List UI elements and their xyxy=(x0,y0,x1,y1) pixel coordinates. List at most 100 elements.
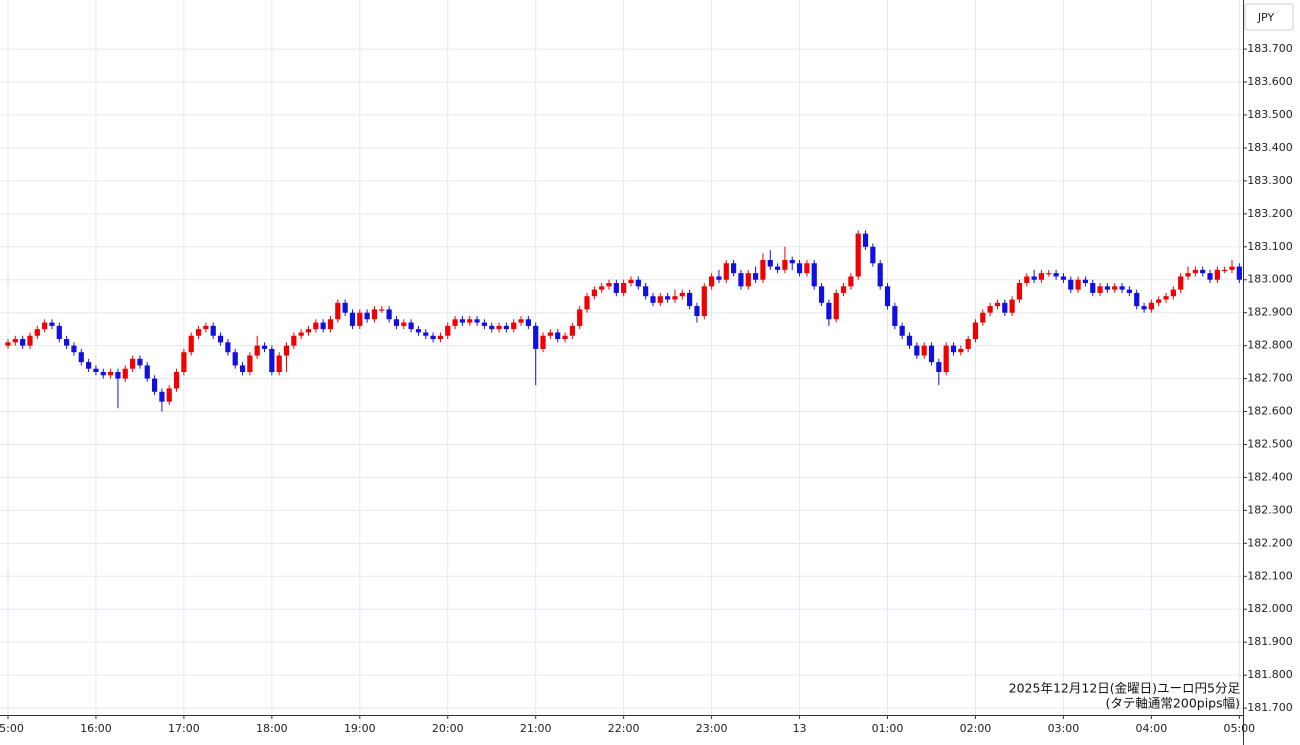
candle-body xyxy=(643,286,649,297)
candle-body xyxy=(313,322,319,330)
candle-body xyxy=(679,292,685,297)
annotation: (タテ軸通常200pips幅) xyxy=(1106,696,1240,711)
candle-body xyxy=(20,339,26,346)
candle-body xyxy=(445,325,451,336)
candle-body xyxy=(562,335,568,340)
candle-body xyxy=(833,292,839,320)
candle-body xyxy=(283,345,290,356)
candle-body xyxy=(892,306,898,326)
x-tick-label: 20:00 xyxy=(432,722,464,735)
candle-body xyxy=(496,325,502,330)
y-tick-label: 183.700 xyxy=(1247,42,1293,55)
candle-body xyxy=(650,296,656,303)
candle-body xyxy=(709,276,715,287)
candle-body xyxy=(364,312,370,320)
candle-body xyxy=(921,345,927,356)
candle-body xyxy=(540,335,546,349)
y-tick-label: 182.100 xyxy=(1247,569,1293,582)
candle-body xyxy=(173,371,180,389)
y-tick-label: 183.400 xyxy=(1247,141,1293,154)
candle-body xyxy=(1002,302,1008,313)
candle-body xyxy=(1024,276,1030,284)
candle-body xyxy=(1016,283,1023,300)
candle-body xyxy=(210,325,216,336)
candle-body xyxy=(1009,299,1015,313)
candle-body xyxy=(994,302,1001,307)
candle-body xyxy=(276,355,282,372)
candle-body xyxy=(731,263,737,274)
y-tick-label: 183.100 xyxy=(1247,240,1293,253)
x-tick-label: 04:00 xyxy=(1136,722,1168,735)
candle-body xyxy=(489,325,495,330)
candle-body xyxy=(584,296,590,310)
y-axis-unit: JPY xyxy=(1257,11,1275,24)
candle-body xyxy=(1156,299,1162,303)
candle-body xyxy=(789,259,795,264)
candle-body xyxy=(371,309,378,320)
candle-body xyxy=(862,233,869,247)
candle-body xyxy=(1112,286,1118,290)
unit-box xyxy=(1244,3,1294,31)
y-tick-label: 182.700 xyxy=(1247,372,1293,385)
candle-body xyxy=(848,276,854,287)
candle-body xyxy=(774,266,781,270)
x-tick-label: 23:00 xyxy=(696,722,728,735)
candle-body xyxy=(481,322,488,326)
x-tick-label: 13 xyxy=(793,722,807,735)
y-tick-label: 182.400 xyxy=(1247,470,1293,483)
candle-body xyxy=(950,345,957,353)
candle-body xyxy=(533,325,539,349)
candle-body xyxy=(1082,279,1089,284)
candle-body xyxy=(437,335,444,340)
candle-body xyxy=(232,352,238,366)
candle-body xyxy=(195,329,202,336)
candle-body xyxy=(723,263,729,280)
candle-body xyxy=(459,319,466,323)
candle-body xyxy=(1134,292,1140,307)
candle-body xyxy=(840,286,847,293)
candle-body xyxy=(1119,286,1125,290)
candle-body xyxy=(5,342,11,346)
x-tick-label: 15:00 xyxy=(0,722,24,735)
candle-body xyxy=(86,362,92,369)
candle-body xyxy=(1200,269,1206,274)
candle-body xyxy=(151,378,158,392)
candle-body xyxy=(166,388,172,402)
candle-body xyxy=(452,319,458,326)
candle-body xyxy=(796,263,803,274)
x-tick-label: 18:00 xyxy=(256,722,288,735)
candle-body xyxy=(415,329,422,333)
candle-body xyxy=(818,286,825,303)
candle-body xyxy=(269,348,275,372)
candle-body xyxy=(877,263,883,287)
candle-body xyxy=(1192,269,1198,274)
candle-body xyxy=(56,325,62,340)
candle-body xyxy=(27,335,33,346)
candle-body xyxy=(657,296,663,303)
candle-body xyxy=(884,286,891,307)
y-tick-label: 182.500 xyxy=(1247,437,1293,450)
candle-body xyxy=(217,335,224,343)
candle-body xyxy=(1222,269,1228,272)
candle-body xyxy=(137,358,143,366)
candle-body xyxy=(958,348,964,353)
candle-body xyxy=(701,286,707,316)
candle-body xyxy=(870,246,876,264)
candle-body xyxy=(357,312,363,326)
candle-body xyxy=(1031,276,1037,280)
x-tick-label: 16:00 xyxy=(80,722,112,735)
candle-body xyxy=(239,365,246,372)
candle-body xyxy=(1068,279,1074,290)
candle-body xyxy=(511,322,517,330)
candle-body xyxy=(122,368,128,379)
y-tick-label: 183.500 xyxy=(1247,108,1293,121)
x-tick-label: 19:00 xyxy=(344,722,376,735)
x-tick-label: 02:00 xyxy=(960,722,992,735)
y-tick-label: 182.600 xyxy=(1247,405,1293,418)
candle-body xyxy=(518,319,524,323)
candle-body xyxy=(826,302,832,320)
candle-body xyxy=(342,302,348,313)
candle-body xyxy=(305,329,312,333)
